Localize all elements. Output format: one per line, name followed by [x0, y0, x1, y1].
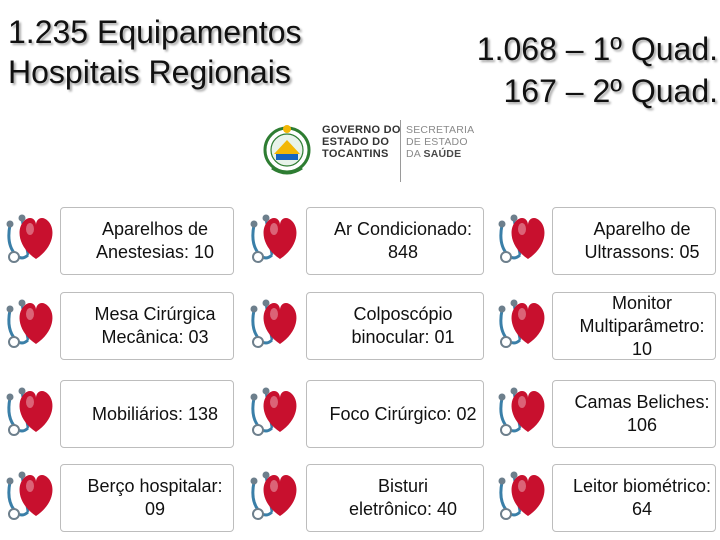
heart-stethoscope-icon — [250, 471, 297, 520]
logo-secretariat-text: SECRETARIA DE ESTADO DA SAÚDE — [406, 124, 474, 160]
equipment-card: Foco Cirúrgico: 02 — [306, 380, 484, 448]
equipment-card: Monitor Multiparâmetro: 10 — [552, 292, 716, 360]
headline-quarter-1: 1.068 – 1º Quad. — [476, 31, 718, 67]
equipment-label: Monitor Multiparâmetro: 10 — [579, 292, 705, 359]
headline-quarter-2: 167 – 2º Quad. — [503, 73, 718, 109]
logo-divider — [400, 120, 401, 182]
equipment-card: Camas Beliches: 106 — [552, 380, 716, 448]
logo-sec-bold: SAÚDE — [423, 148, 462, 160]
heart-stethoscope-icon — [250, 299, 297, 348]
equipment-card: Ar Condicionado: 848 — [306, 207, 484, 275]
headline-quarters: 1.068 – 1º Quad. 167 – 2º Quad. — [477, 28, 718, 112]
equipment-card: Leitor biométrico: 64 — [552, 464, 716, 532]
logo-sec-line-2: DE ESTADO — [406, 136, 468, 148]
logo-gov-line-3: TOCANTINS — [322, 148, 389, 160]
equipment-label: Ar Condicionado: 848 — [333, 219, 473, 262]
equipment-card: Mobiliários: 138 — [60, 380, 234, 448]
equipment-label: Foco Cirúrgico: 02 — [329, 403, 477, 424]
headline-total-line2: Hospitais Regionais — [8, 54, 291, 90]
equipment-label: Aparelhos de Anestesias: 10 — [95, 219, 215, 262]
equipment-label: Colposcópio binocular: 01 — [351, 304, 455, 347]
equipment-card: Mesa Cirúrgica Mecânica: 03 — [60, 292, 234, 360]
government-logo: GOVERNO DO ESTADO DO TOCANTINS SECRETARI… — [262, 118, 474, 184]
logo-sec-line-3: DA SAÚDE — [406, 148, 474, 160]
equipment-label: Berço hospitalar: 09 — [87, 476, 223, 519]
heart-stethoscope-icon — [498, 387, 545, 436]
equipment-label: Bisturi eletrônico: 40 — [348, 476, 458, 519]
logo-gov-line-1: GOVERNO DO — [322, 124, 401, 136]
equipment-card: Colposcópio binocular: 01 — [306, 292, 484, 360]
equipment-card: Aparelho de Ultrassons: 05 — [552, 207, 716, 275]
heart-stethoscope-icon — [250, 214, 297, 263]
logo-sec-line-1: SECRETARIA — [406, 124, 475, 136]
heart-stethoscope-icon — [498, 471, 545, 520]
equipment-label: Mobiliários: 138 — [91, 403, 219, 424]
equipment-card: Berço hospitalar: 09 — [60, 464, 234, 532]
equipment-label: Aparelho de Ultrassons: 05 — [584, 219, 700, 262]
headline-total: 1.235 Equipamentos Hospitais Regionais — [8, 12, 302, 92]
logo-government-text: GOVERNO DO ESTADO DO TOCANTINS — [322, 124, 401, 160]
heart-stethoscope-icon — [498, 299, 545, 348]
heart-stethoscope-icon — [6, 299, 53, 348]
heart-stethoscope-icon — [250, 387, 297, 436]
logo-sec-prefix: DA — [406, 148, 424, 160]
logo-gov-line-2: ESTADO DO — [322, 136, 390, 148]
equipment-label: Camas Beliches: 106 — [574, 392, 710, 435]
equipment-card: Bisturi eletrônico: 40 — [306, 464, 484, 532]
heart-stethoscope-icon — [6, 471, 53, 520]
heart-stethoscope-icon — [498, 214, 545, 263]
heart-stethoscope-icon — [6, 214, 53, 263]
equipment-label: Mesa Cirúrgica Mecânica: 03 — [94, 304, 216, 347]
headline-total-line1: 1.235 Equipamentos — [8, 14, 302, 50]
state-seal-icon — [263, 125, 311, 175]
heart-stethoscope-icon — [6, 387, 53, 436]
equipment-card: Aparelhos de Anestesias: 10 — [60, 207, 234, 275]
equipment-label: Leitor biométrico: 64 — [572, 476, 712, 519]
